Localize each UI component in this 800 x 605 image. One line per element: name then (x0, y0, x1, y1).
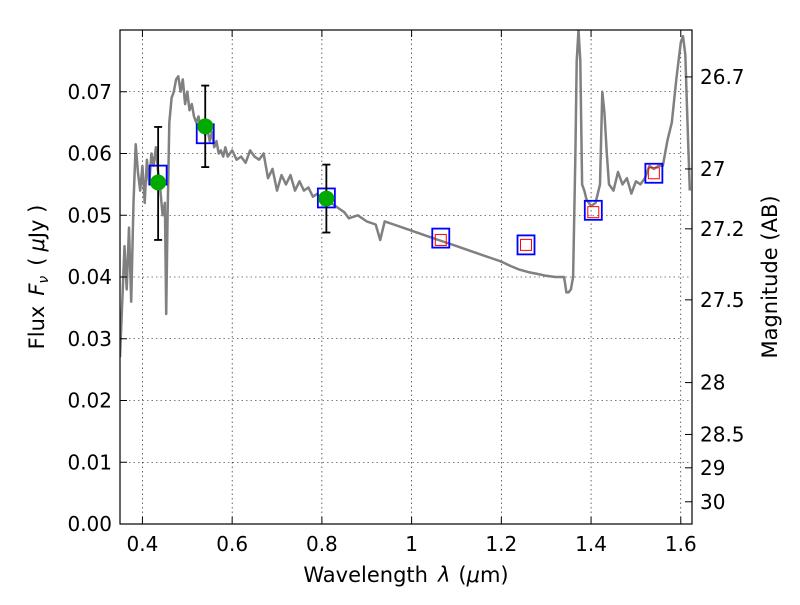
y-tick-label: 0.04 (67, 265, 112, 289)
y2-axis-label: Magnitude (AB) (758, 195, 782, 358)
plot-area (120, 30, 692, 358)
x-tick-label: 0.8 (306, 532, 338, 556)
y2-tick-label: 27.2 (700, 217, 745, 241)
x-tick-label: 0.6 (216, 532, 248, 556)
model-point-square (647, 167, 660, 180)
photometry-square (516, 234, 536, 256)
photometry-square (644, 162, 664, 184)
measured-flux-point (318, 190, 335, 207)
model-point-square (587, 206, 600, 219)
y-tick-label: 0.06 (67, 142, 112, 166)
y-tick-label: 0.01 (67, 450, 112, 474)
x-tick-label: 0.4 (127, 532, 159, 556)
x-axis-label: Wavelength λ (μm) (303, 563, 508, 587)
y-tick-label: 0.07 (67, 80, 112, 104)
model-point-square (520, 238, 533, 251)
y-tick-label: 0.02 (67, 389, 112, 413)
y2-tick-label: 29 (700, 456, 725, 480)
x-tick-label: 1.4 (575, 532, 607, 556)
y2-tick-label: 27 (700, 157, 725, 181)
model-point-square (434, 233, 447, 246)
measured-flux-point (150, 174, 167, 191)
y2-axis-ticks: 26.7 27 27.2 27.5 28 28.5 29 30 (685, 65, 745, 514)
x-tick-label: 1 (405, 532, 418, 556)
y2-tick-label: 28.5 (700, 422, 745, 446)
y2-tick-label: 30 (700, 490, 725, 514)
y2-tick-label: 28 (700, 371, 725, 395)
measured-flux-point (197, 118, 214, 135)
y-tick-label: 0.03 (67, 327, 112, 351)
y2-tick-label: 27.5 (700, 288, 745, 312)
y-axis-label: FluxFν(μJy ) (25, 205, 52, 350)
y2-tick-label: 26.7 (700, 65, 745, 89)
x-tick-label: 1.6 (665, 532, 697, 556)
photometry-square (583, 199, 603, 221)
y-axis-ticks: 0.00 0.01 0.02 0.03 0.04 0.05 0.06 0.07 (67, 80, 127, 536)
x-tick-label: 1.2 (485, 532, 517, 556)
x-axis-ticks: 0.4 0.6 0.8 1 1.2 1.4 1.6 (127, 30, 697, 556)
y-tick-label: 0.00 (67, 512, 112, 536)
photometry-square (431, 227, 451, 249)
y-tick-label: 0.05 (67, 203, 112, 227)
